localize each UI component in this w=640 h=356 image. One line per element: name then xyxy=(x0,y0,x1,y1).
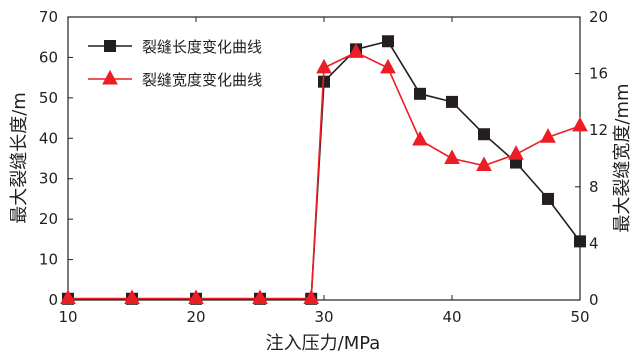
y2-tick-label: 12 xyxy=(589,121,608,139)
legend-label: 裂缝宽度变化曲线 xyxy=(142,71,262,89)
y2-tick-label: 4 xyxy=(589,234,599,252)
y-tick-label: 0 xyxy=(48,291,58,309)
y-tick-label: 40 xyxy=(39,129,58,147)
y2-tick-label: 8 xyxy=(589,178,599,196)
width-point xyxy=(572,116,588,132)
width-point xyxy=(380,58,396,74)
width-point xyxy=(348,43,364,58)
y2-tick-label: 16 xyxy=(589,65,608,83)
x-tick-label: 50 xyxy=(570,308,589,326)
legend-marker xyxy=(104,40,116,52)
y-tick-label: 20 xyxy=(39,210,58,228)
y2-tick-label: 0 xyxy=(589,291,599,309)
x-tick-label: 30 xyxy=(314,308,333,326)
y-tick-label: 30 xyxy=(39,170,58,188)
width-point xyxy=(540,128,556,143)
width-point xyxy=(60,289,76,305)
length-point xyxy=(414,87,426,100)
x-tick-label: 20 xyxy=(186,308,205,326)
y-tick-label: 50 xyxy=(39,89,58,107)
width-point xyxy=(316,58,332,74)
legend-item: 裂缝长度变化曲线 xyxy=(88,38,262,56)
width-point xyxy=(303,289,320,305)
x-axis-title: 注入压力/MPa xyxy=(266,333,381,354)
y-tick-label: 60 xyxy=(39,48,58,66)
y-tick-label: 70 xyxy=(39,8,58,26)
length-point xyxy=(478,128,490,141)
series-group xyxy=(60,35,588,305)
y-tick-label: 10 xyxy=(39,251,58,269)
width-point xyxy=(188,289,204,305)
legend-label: 裂缝长度变化曲线 xyxy=(142,38,262,56)
width-point xyxy=(444,149,460,164)
width-point xyxy=(412,130,428,146)
length-point xyxy=(542,192,554,205)
width-series xyxy=(60,43,588,305)
y2-axis-title: 最大裂缝宽度/mm xyxy=(612,83,633,232)
width-point xyxy=(508,145,524,160)
length-point xyxy=(574,235,586,248)
length-point xyxy=(446,95,458,108)
width-point xyxy=(124,289,140,305)
width-point xyxy=(252,289,268,305)
legend-marker xyxy=(102,69,118,85)
y2-tick-label: 20 xyxy=(589,8,608,26)
length-point xyxy=(382,35,394,48)
y-axis-title: 最大裂缝长度/m xyxy=(9,92,30,224)
x-tick-label: 10 xyxy=(58,308,77,326)
x-tick-label: 40 xyxy=(442,308,461,326)
width-point xyxy=(476,156,492,172)
legend-item: 裂缝宽度变化曲线 xyxy=(88,69,262,89)
